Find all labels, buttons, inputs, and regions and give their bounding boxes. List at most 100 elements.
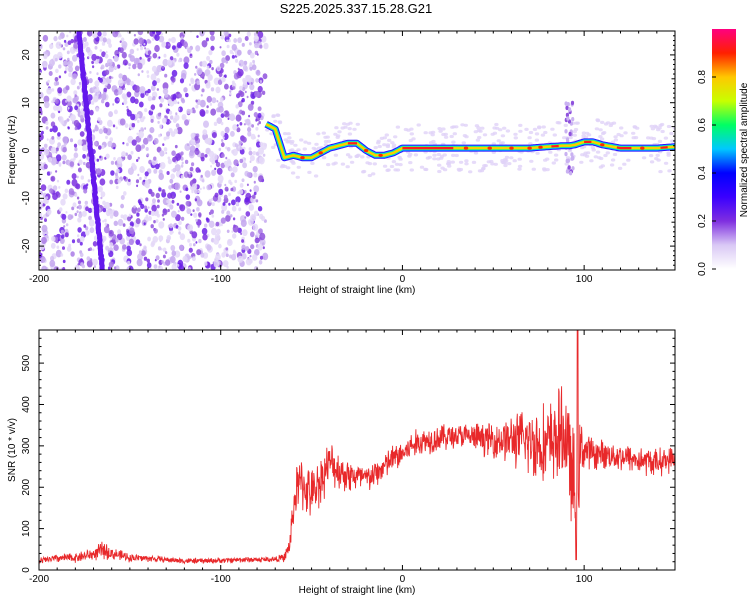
ridge-spike [566,116,570,121]
noise-speckle [241,136,247,143]
noise-speckle [70,78,76,86]
noise-speckle [60,234,65,239]
noise-speckle [253,172,258,178]
noise-speckle [222,260,229,268]
ridge-halo [454,153,459,158]
noise-speckle [144,47,147,50]
noise-speckle [142,137,149,145]
noise-speckle [126,91,132,98]
noise-speckle [136,114,140,118]
ridge-halo [293,143,298,147]
ridge-halo [314,142,319,146]
noise-speckle [133,38,139,45]
noise-speckle [252,59,256,64]
noise-speckle [70,251,75,257]
colorbar-tick-label: 0.2 [697,214,708,228]
noise-speckle [225,55,231,62]
noise-speckle [172,156,177,163]
noise-speckle [138,37,144,45]
noise-speckle [224,74,227,78]
noise-speckle [169,204,174,210]
noise-speckle [73,157,76,161]
noise-speckle [96,55,100,60]
noise-speckle [237,255,244,263]
noise-speckle [249,255,252,258]
noise-speckle [96,72,99,76]
noise-speckle [210,108,217,116]
noise-speckle [229,214,233,218]
ridge-halo [581,131,587,135]
noise-speckle [83,161,86,166]
noise-speckle [144,179,149,185]
noise-speckle [53,36,58,42]
noise-speckle [136,159,139,162]
noise-speckle [60,198,66,206]
ridge-halo [552,133,557,137]
noise-speckle [238,59,245,67]
noise-speckle [71,173,77,180]
noise-speckle [149,127,155,134]
noise-speckle [50,255,55,262]
noise-speckle [167,159,172,165]
noise-speckle [171,263,177,270]
ridge-halo [667,169,672,173]
ridge-halo [650,127,656,131]
noise-speckle [257,123,260,126]
ridge-halo [282,164,288,169]
ridge-spike [565,169,570,174]
noise-speckle [176,202,180,206]
ridge-halo [427,155,432,159]
ridge-halo [423,167,428,171]
noise-speckle [136,258,143,267]
noise-speckle [41,236,47,244]
ridge-halo [616,132,621,137]
ridge-halo [446,162,452,166]
noise-speckle [106,38,112,45]
noise-speckle [190,213,193,216]
noise-speckle [201,179,205,183]
noise-speckle [171,199,175,204]
noise-speckle [133,205,136,209]
y-tick-label: 300 [21,437,32,454]
noise-speckle [68,115,71,119]
ridge-spike [571,117,575,122]
ridge-halo [553,153,559,157]
noise-speckle [220,113,225,118]
ridge-halo [450,160,455,164]
noise-speckle [171,184,175,189]
ridge-halo [464,159,469,163]
noise-speckle [183,87,188,93]
noise-speckle [87,248,91,252]
noise-speckle [230,130,235,137]
noise-speckle [133,57,140,65]
noise-speckle [122,223,126,227]
ridge-halo [432,157,437,161]
noise-speckle [216,117,223,124]
noise-speckle [44,218,47,223]
noise-speckle [64,232,69,238]
noise-speckle [216,100,219,103]
noise-speckle [130,96,136,104]
ridge-halo [269,132,274,136]
ridge-halo [306,141,312,145]
noise-speckle [66,50,70,55]
noise-speckle [257,85,263,93]
ridge-halo [557,121,562,125]
ridge-halo [610,158,616,162]
ridge-halo [528,130,534,135]
noise-speckle [236,124,239,127]
noise-speckle [205,109,209,114]
y-tick-label: 500 [21,354,32,371]
noise-speckle [95,124,98,128]
noise-speckle [244,36,249,41]
noise-speckle [41,265,48,270]
noise-speckle [223,31,229,37]
noise-speckle [166,234,172,241]
noise-speckle [205,82,211,89]
noise-speckle [64,42,69,47]
noise-speckle [171,69,178,77]
noise-speckle [238,207,242,212]
colorbar-tick-label: 0.6 [697,118,708,132]
noise-speckle [137,62,143,70]
noise-speckle [162,117,167,124]
